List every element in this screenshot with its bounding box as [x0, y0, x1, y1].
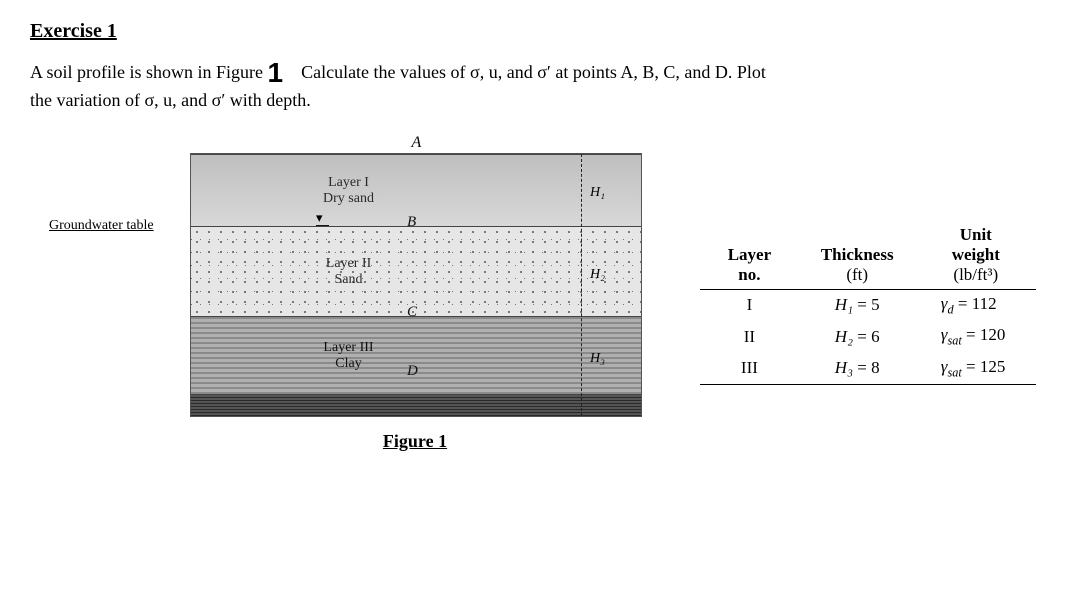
soil-profile-diagram: A Layer I Dry sand B Groundwater table ▾…	[190, 153, 642, 417]
uw-val-1: 112	[972, 294, 997, 313]
table-row: III H₃ = 8 γsat = 125	[700, 353, 1036, 385]
groundwater-label: Groundwater table	[49, 218, 154, 234]
base-layer	[191, 394, 641, 416]
col-layer-no: Layer no.	[700, 221, 799, 290]
cell-uw-2: γsat = 120	[916, 321, 1036, 352]
thick-val-3: 8	[871, 358, 880, 377]
col-thickness-l2: (ft)	[846, 265, 868, 284]
exercise-title: Exercise 1	[30, 20, 1036, 43]
dim-h3: H₃	[590, 351, 605, 367]
uw-val-3: 125	[980, 357, 1006, 376]
layer-3: Layer III Clay D H₃	[191, 316, 641, 394]
layer-1: Layer I Dry sand B Groundwater table ▾▬ …	[191, 154, 641, 226]
thick-sym-3: H₃	[835, 358, 853, 377]
dim-h2: H₂	[590, 267, 605, 283]
cell-uw-1: γd = 112	[916, 289, 1036, 321]
thick-val-2: 6	[871, 327, 880, 346]
thick-val-1: 5	[871, 295, 880, 314]
table-row: I H₁ = 5 γd = 112	[700, 289, 1036, 321]
col-unit-weight: Unit weight (lb/ft³)	[916, 221, 1036, 290]
cell-no-2: II	[700, 321, 799, 352]
col-thickness-l1: Thickness	[821, 245, 894, 264]
dim-h1: H₁	[590, 185, 605, 201]
layer-3-sub: Clay	[335, 356, 361, 371]
cell-no-1: I	[700, 289, 799, 321]
col-uw-l1: Unit weight	[952, 225, 1000, 264]
figure-wrap: A Layer I Dry sand B Groundwater table ▾…	[190, 153, 640, 452]
table-row: II H₂ = 6 γsat = 120	[700, 321, 1036, 352]
prompt-before: A soil profile is shown in Figure	[30, 62, 263, 82]
cell-no-3: III	[700, 353, 799, 385]
layer-2: Layer II Sand C H₂	[191, 226, 641, 316]
col-uw-l2: (lb/ft³)	[953, 265, 998, 284]
thick-sym-2: H₂	[835, 327, 853, 346]
figure-reference: 1	[268, 57, 284, 88]
layer-2-label: Layer II Sand	[326, 256, 371, 288]
layer-1-sub: Dry sand	[323, 191, 374, 206]
layer-data-table: Layer no. Thickness (ft) Unit weight (lb…	[700, 221, 1036, 385]
point-a-label: A	[412, 134, 422, 152]
cell-thick-3: H₃ = 8	[799, 353, 916, 385]
thick-sym-1: H₁	[835, 295, 853, 314]
uw-val-2: 120	[980, 325, 1006, 344]
dimension-line	[581, 154, 583, 416]
layer-2-name: Layer II	[326, 256, 371, 271]
cell-uw-3: γsat = 125	[916, 353, 1036, 385]
point-d-label: D	[407, 363, 418, 380]
cell-thick-1: H₁ = 5	[799, 289, 916, 321]
layer-3-label: Layer III Clay	[323, 340, 373, 372]
layer-2-sub: Sand	[335, 272, 363, 287]
layer-1-name: Layer I	[328, 175, 369, 190]
cell-thick-2: H₂ = 6	[799, 321, 916, 352]
col-thickness: Thickness (ft)	[799, 221, 916, 290]
layer-1-label: Layer I Dry sand	[323, 175, 374, 207]
exercise-prompt: A soil profile is shown in Figure 1 Calc…	[30, 49, 790, 113]
layer-3-name: Layer III	[323, 340, 373, 355]
figure-caption: Figure 1	[190, 431, 640, 452]
